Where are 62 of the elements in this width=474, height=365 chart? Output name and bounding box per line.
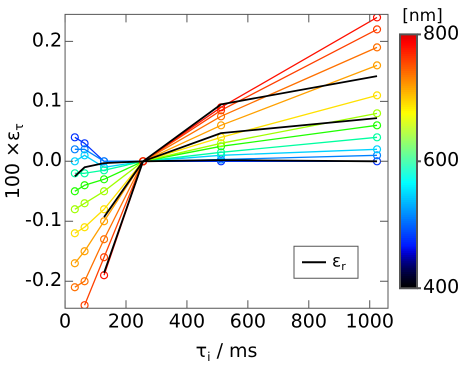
point (372, 43, 382, 52)
point (100, 253, 108, 262)
point (80, 301, 89, 308)
point (216, 151, 226, 160)
point (216, 133, 226, 142)
point (70, 283, 79, 292)
y-tick-label: -0.2 (24, 269, 62, 292)
point (100, 271, 108, 280)
point (80, 223, 89, 232)
point (216, 148, 226, 156)
x-tick-label: 800 (290, 310, 327, 333)
point (216, 142, 226, 150)
point (80, 151, 89, 160)
point (372, 133, 382, 142)
point (216, 112, 226, 120)
point (80, 169, 89, 178)
point (372, 14, 382, 22)
point (80, 181, 89, 190)
point (216, 139, 226, 148)
point (80, 247, 89, 256)
point (70, 229, 79, 238)
point (70, 133, 79, 142)
point (372, 121, 382, 130)
point (70, 145, 79, 154)
point (100, 166, 108, 174)
point (70, 187, 79, 196)
point (80, 199, 89, 208)
y-tick-label: 0.0 (32, 149, 62, 172)
x-tick-label: 200 (108, 310, 144, 333)
point (100, 163, 108, 172)
point (372, 25, 382, 34)
point (216, 103, 226, 112)
point (100, 175, 108, 184)
point (80, 145, 89, 154)
x-tick-label: 400 (168, 310, 206, 333)
point (70, 169, 79, 178)
point (70, 157, 79, 166)
x-tick-label: 0 (59, 310, 72, 333)
point (80, 277, 89, 286)
point (372, 61, 382, 70)
color-bar-label: 600 (423, 149, 460, 172)
point (372, 109, 382, 118)
point (100, 205, 108, 214)
point (216, 121, 226, 130)
point (216, 106, 226, 114)
x-tick-label: 1000 (346, 310, 394, 333)
point (100, 235, 108, 244)
point (372, 157, 382, 166)
y-tick-label: 0.1 (32, 89, 62, 112)
y-tick-label: 0.2 (32, 29, 62, 52)
point (372, 151, 382, 160)
point (70, 259, 79, 268)
point (100, 187, 108, 196)
y-axis-title: 100 ×ετ (2, 123, 26, 200)
y-tick-label: -0.1 (24, 209, 62, 232)
x-tick-label: 600 (230, 310, 266, 333)
point (100, 217, 108, 226)
point (372, 145, 382, 154)
color-bar-label: 400 (423, 276, 460, 298)
point (80, 139, 89, 148)
point (372, 91, 382, 100)
point (70, 205, 79, 214)
